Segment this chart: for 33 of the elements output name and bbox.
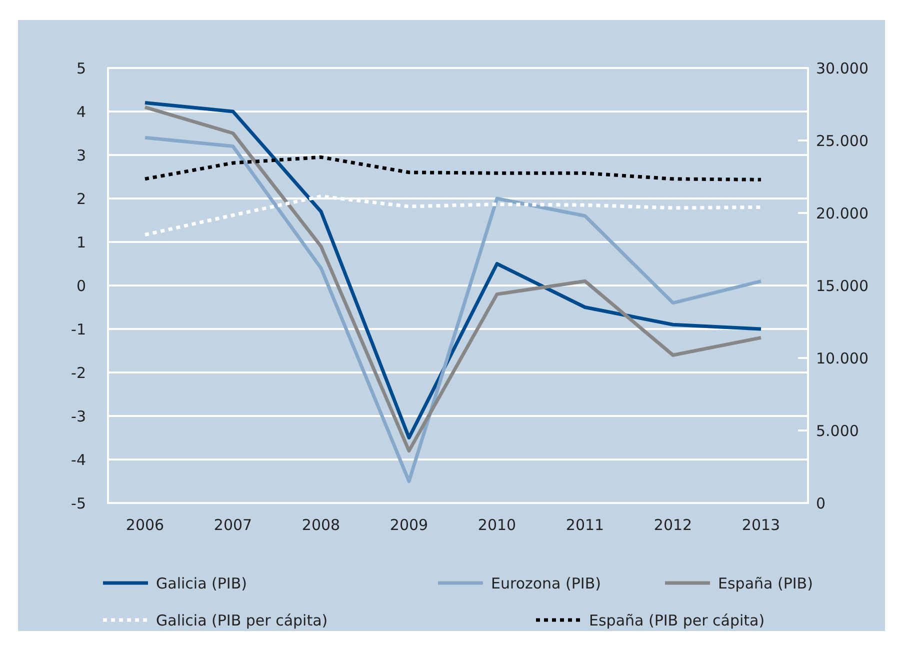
x-tick-label: 2006 <box>126 516 164 534</box>
legend-label: Galicia (PIB) <box>156 574 247 592</box>
y2-tick-label: 0 <box>816 494 826 512</box>
line-series <box>143 155 763 182</box>
y2-tick-label: 15.000 <box>816 276 868 295</box>
y-tick-label: 3 <box>76 146 86 164</box>
x-tick-label: 2009 <box>390 516 428 534</box>
x-tick-label: 2010 <box>478 516 516 534</box>
y-tick-label: 0 <box>76 276 86 295</box>
y-tick-label: -2 <box>71 364 86 382</box>
y-tick-label: 1 <box>76 233 86 252</box>
y2-tick-label: 5.000 <box>816 422 859 440</box>
legend-label: Galicia (PIB per cápita) <box>156 611 328 630</box>
legend-label: España (PIB per cápita) <box>589 611 765 630</box>
legend-label: España (PIB) <box>718 574 813 592</box>
legend-label: Eurozona (PIB) <box>491 574 601 592</box>
y-tick-label: -4 <box>71 450 86 469</box>
x-tick-label: 2007 <box>214 516 252 534</box>
y2-tick-label: 20.000 <box>816 204 868 222</box>
y2-tick-label: 25.000 <box>816 132 868 150</box>
x-tick-label: 2012 <box>654 516 692 534</box>
x-tick-label: 2013 <box>742 516 780 534</box>
y-tick-label: -5 <box>71 494 86 512</box>
y-tick-label: 2 <box>76 190 86 208</box>
x-tick-label: 2008 <box>302 516 340 534</box>
y-tick-label: -1 <box>71 320 86 338</box>
y2-tick-label: 10.000 <box>816 349 868 368</box>
y-tick-label: 4 <box>76 102 86 121</box>
y-tick-label: -3 <box>71 407 86 426</box>
x-tick-label: 2011 <box>566 516 604 534</box>
y2-tick-label: 30.000 <box>816 59 868 78</box>
line-series <box>143 136 763 483</box>
y-tick-label: 5 <box>76 59 86 78</box>
